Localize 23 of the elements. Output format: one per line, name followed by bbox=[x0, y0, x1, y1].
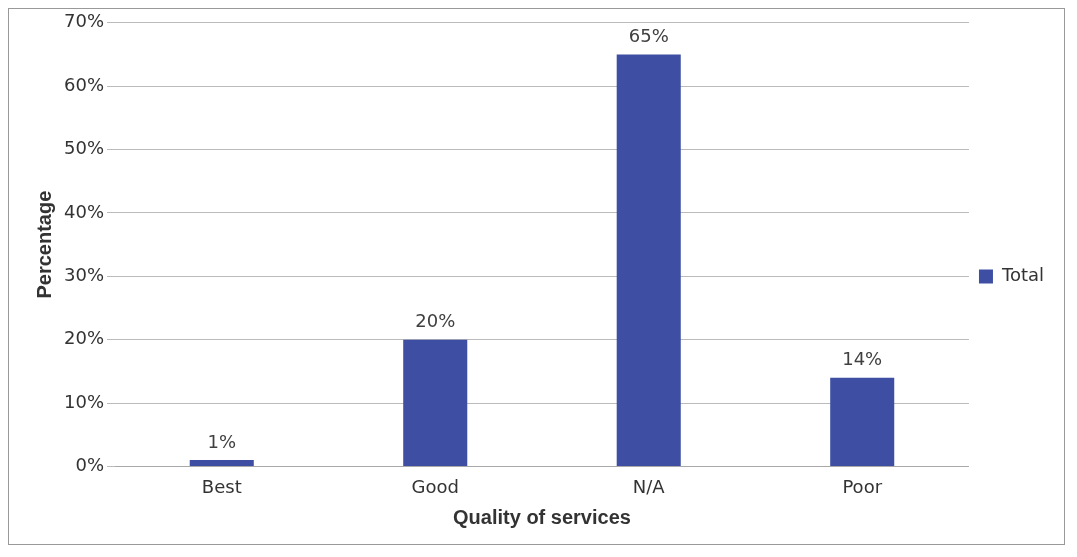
data-label: 1% bbox=[207, 430, 237, 452]
x-axis-title: Quality of services bbox=[453, 505, 631, 528]
data-label: 20% bbox=[415, 310, 456, 332]
y-tick-label: 70% bbox=[63, 10, 105, 32]
x-tick-label: Best bbox=[201, 475, 242, 497]
bar bbox=[189, 460, 254, 466]
y-tick-label: 0% bbox=[75, 454, 105, 476]
x-tick-label: Poor bbox=[842, 475, 883, 497]
bar bbox=[830, 377, 895, 466]
x-tick-label: N/A bbox=[632, 475, 666, 497]
x-tick-label: Good bbox=[411, 475, 459, 497]
data-label: 14% bbox=[842, 348, 883, 370]
bar bbox=[616, 54, 681, 466]
y-tick-label: 50% bbox=[63, 137, 105, 159]
bar bbox=[403, 339, 468, 466]
y-tick-label: 20% bbox=[63, 327, 105, 349]
y-tick-label: 60% bbox=[63, 73, 105, 95]
y-tick-label: 10% bbox=[63, 390, 105, 412]
data-label: 65% bbox=[628, 25, 669, 47]
legend-label: Total bbox=[1000, 264, 1045, 286]
y-axis-title: Percentage bbox=[32, 190, 55, 299]
y-tick-label: 30% bbox=[63, 263, 105, 285]
y-tick-label: 40% bbox=[63, 200, 105, 222]
